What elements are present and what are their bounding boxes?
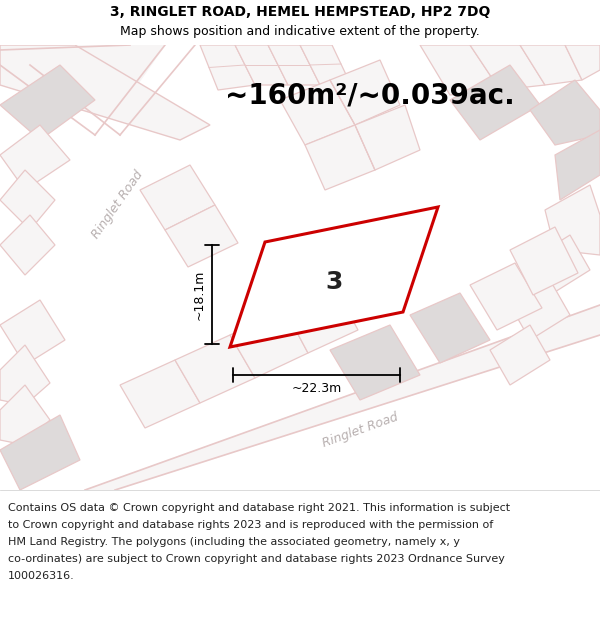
Polygon shape	[555, 130, 600, 200]
Polygon shape	[490, 325, 550, 385]
Polygon shape	[0, 345, 50, 405]
Polygon shape	[140, 165, 215, 230]
Polygon shape	[565, 45, 600, 80]
Text: ~160m²/~0.039ac.: ~160m²/~0.039ac.	[225, 81, 515, 109]
Polygon shape	[0, 170, 55, 230]
Polygon shape	[0, 45, 165, 95]
Polygon shape	[470, 263, 542, 330]
Polygon shape	[355, 105, 420, 170]
Polygon shape	[0, 385, 50, 445]
Text: HM Land Registry. The polygons (including the associated geometry, namely x, y: HM Land Registry. The polygons (includin…	[8, 537, 460, 547]
Polygon shape	[410, 293, 490, 363]
Polygon shape	[530, 235, 590, 295]
Polygon shape	[165, 205, 238, 267]
Polygon shape	[470, 45, 545, 90]
Polygon shape	[120, 360, 200, 428]
Text: Contains OS data © Crown copyright and database right 2021. This information is : Contains OS data © Crown copyright and d…	[8, 503, 510, 513]
Polygon shape	[200, 45, 255, 90]
Polygon shape	[230, 207, 438, 347]
Text: co-ordinates) are subject to Crown copyright and database rights 2023 Ordnance S: co-ordinates) are subject to Crown copyr…	[8, 554, 505, 564]
Text: to Crown copyright and database rights 2023 and is reproduced with the permissio: to Crown copyright and database rights 2…	[8, 520, 493, 530]
Polygon shape	[175, 335, 255, 403]
Text: 3, RINGLET ROAD, HEMEL HEMPSTEAD, HP2 7DQ: 3, RINGLET ROAD, HEMEL HEMPSTEAD, HP2 7D…	[110, 5, 490, 19]
Polygon shape	[510, 280, 570, 340]
Polygon shape	[0, 45, 210, 140]
Text: ~22.3m: ~22.3m	[292, 382, 341, 396]
Text: 3: 3	[325, 270, 343, 294]
Polygon shape	[305, 125, 375, 190]
Polygon shape	[0, 125, 70, 190]
Polygon shape	[545, 185, 600, 255]
Polygon shape	[235, 45, 288, 85]
Polygon shape	[420, 45, 500, 95]
Polygon shape	[230, 310, 308, 378]
Polygon shape	[330, 325, 420, 400]
Polygon shape	[530, 80, 600, 145]
Polygon shape	[280, 80, 355, 145]
Polygon shape	[510, 227, 578, 295]
Text: ~18.1m: ~18.1m	[193, 269, 205, 319]
Polygon shape	[0, 300, 65, 365]
Polygon shape	[268, 45, 320, 85]
Polygon shape	[0, 65, 95, 140]
Polygon shape	[0, 215, 55, 275]
Text: Map shows position and indicative extent of the property.: Map shows position and indicative extent…	[120, 24, 480, 38]
Text: Ringlet Road: Ringlet Road	[320, 410, 400, 450]
Polygon shape	[450, 65, 540, 140]
Text: Ringlet Road: Ringlet Road	[90, 169, 146, 241]
Polygon shape	[330, 60, 400, 125]
Polygon shape	[300, 45, 350, 85]
Polygon shape	[285, 287, 358, 353]
Polygon shape	[85, 305, 600, 490]
Polygon shape	[0, 415, 80, 490]
Polygon shape	[520, 45, 582, 85]
Text: 100026316.: 100026316.	[8, 571, 75, 581]
